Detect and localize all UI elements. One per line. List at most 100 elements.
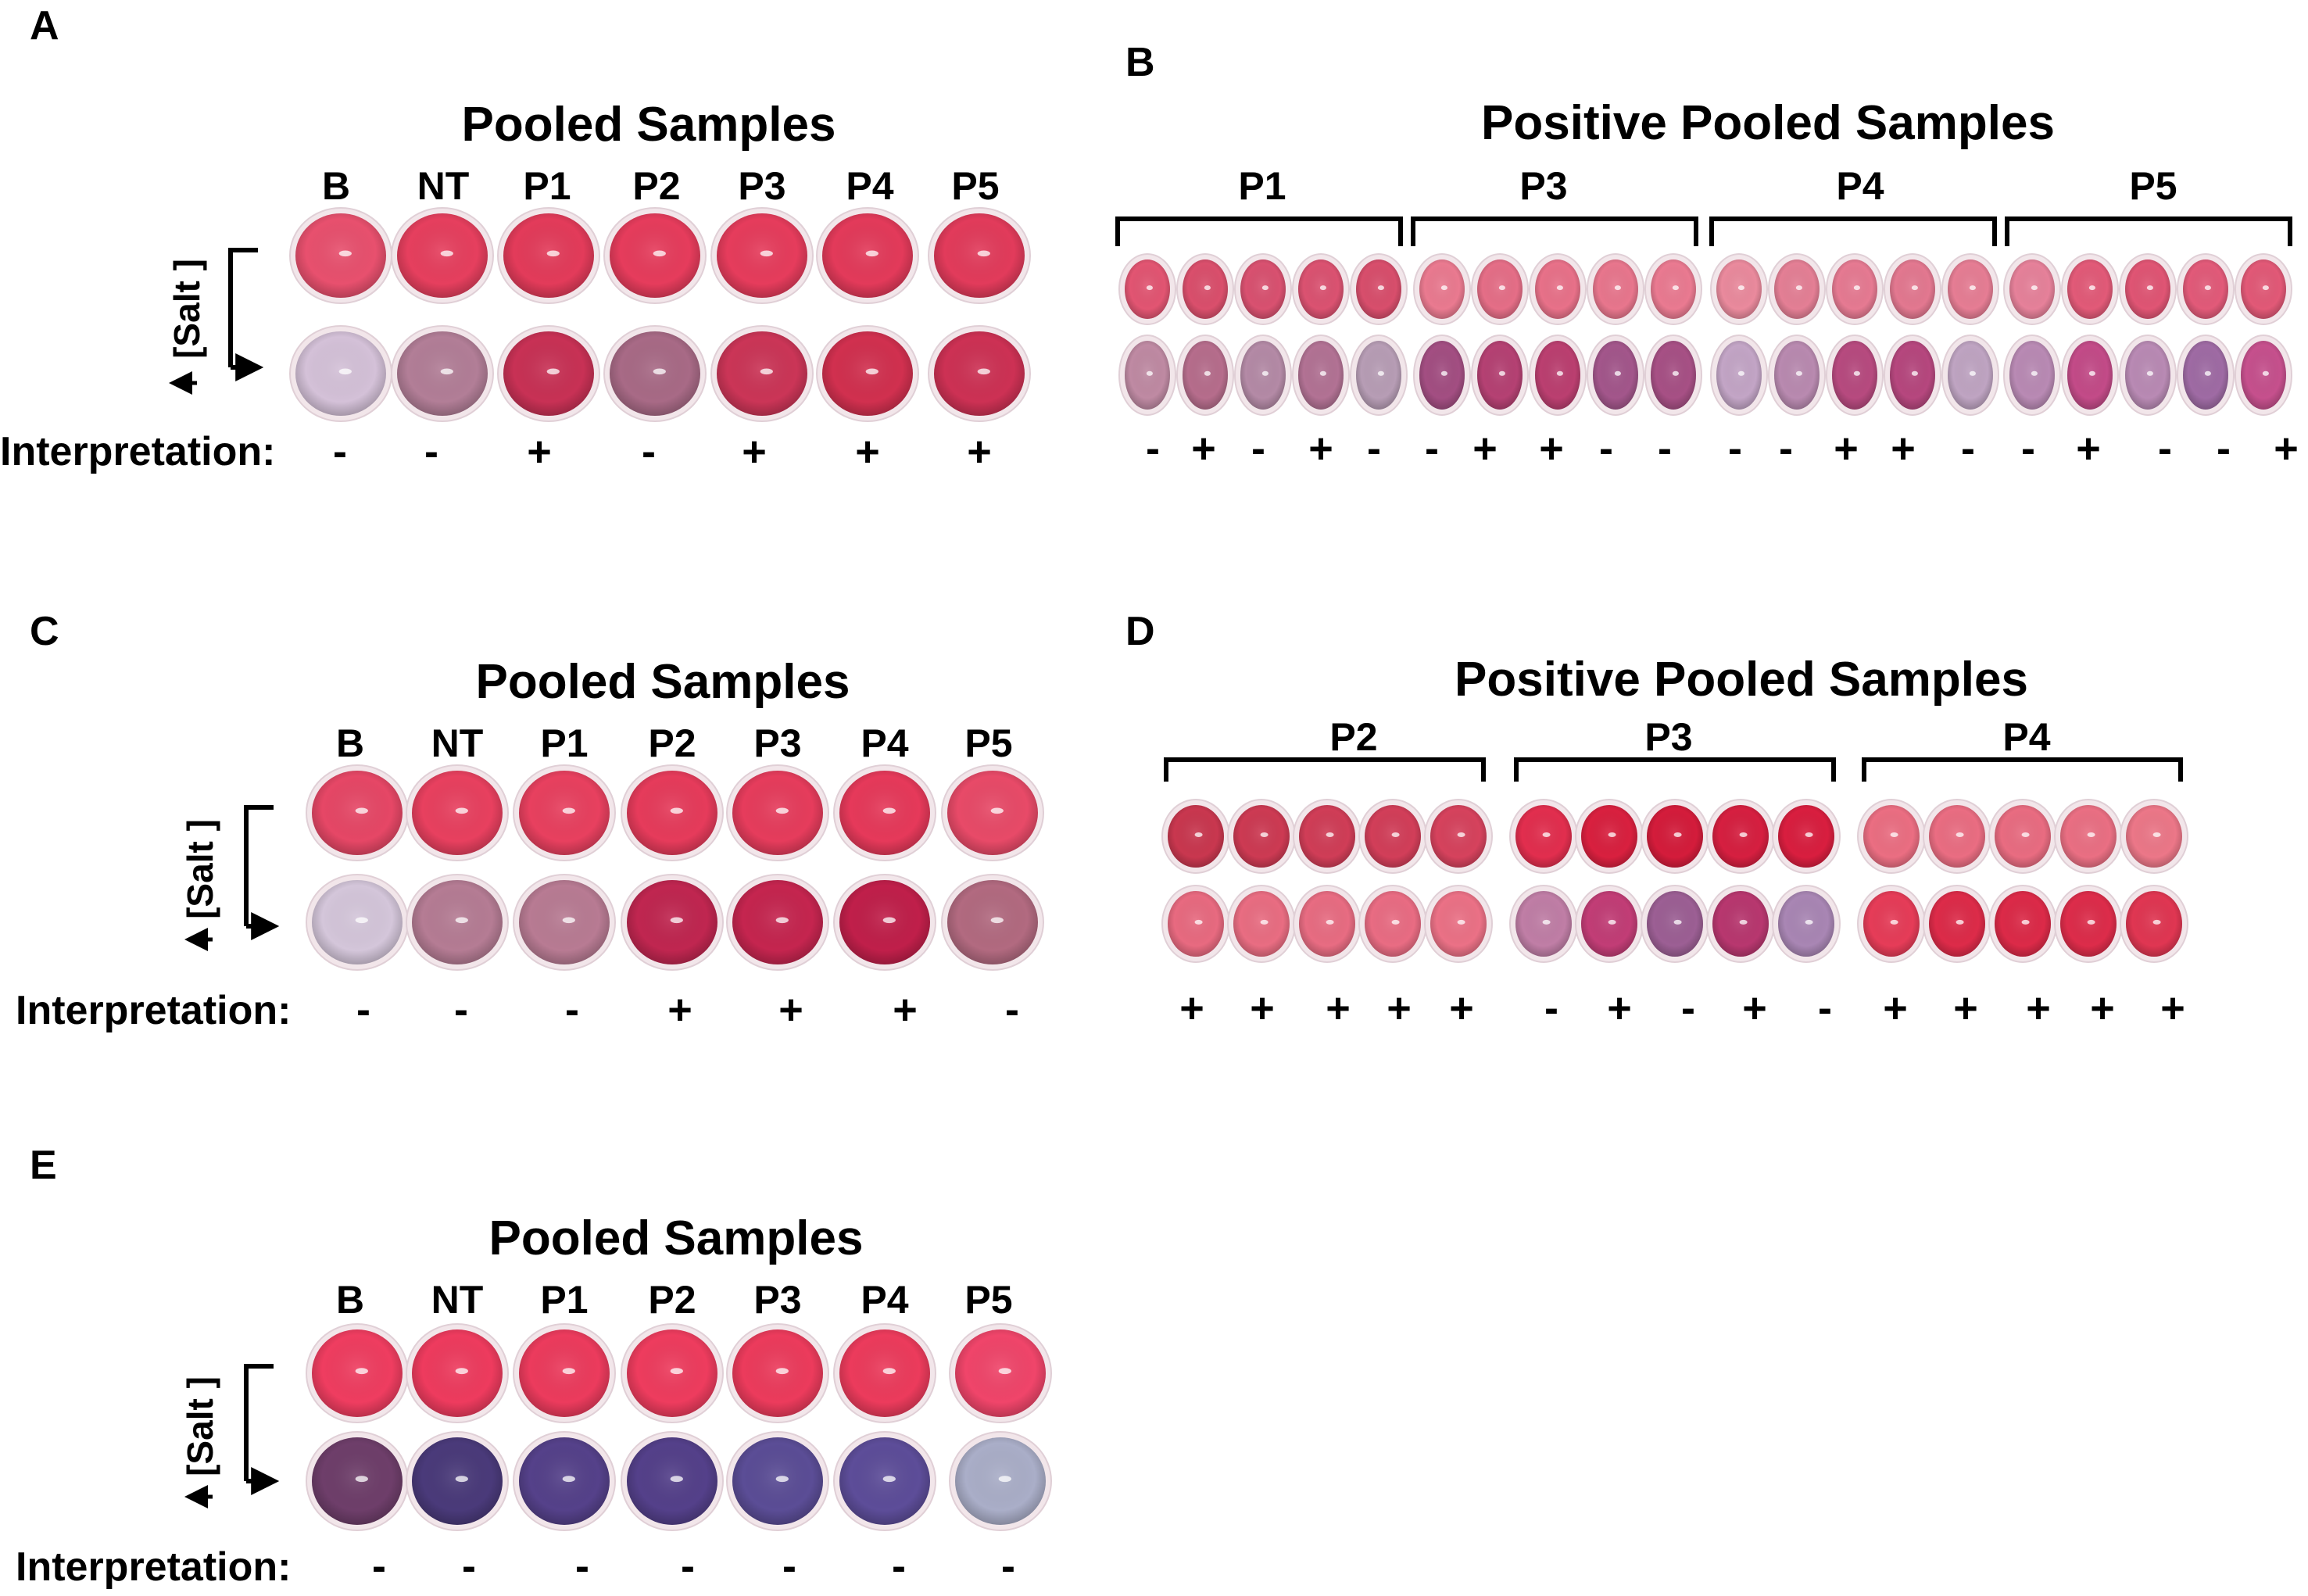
interpretation-sign: + <box>1449 985 1474 1032</box>
panel-b-group-labels: P1 P3 P4 P5 <box>1238 164 2177 208</box>
well-shading <box>295 331 386 416</box>
well-shading <box>610 331 700 416</box>
well-highlight <box>1391 919 1400 925</box>
well <box>949 1323 1052 1423</box>
well-shading <box>312 880 403 964</box>
well-highlight <box>1440 285 1447 291</box>
well-shading <box>1356 341 1401 410</box>
well <box>1772 799 1841 874</box>
well <box>1118 253 1176 325</box>
well-shading <box>955 1329 1046 1417</box>
well-shading <box>312 1329 403 1417</box>
interpretation-sign: + <box>1607 985 1632 1032</box>
well <box>2061 253 2119 325</box>
well-highlight <box>2031 370 2038 376</box>
well-highlight <box>1805 832 1813 837</box>
well-shading <box>1515 891 1572 957</box>
group-bracket <box>1115 216 1403 246</box>
well-shading <box>519 1329 610 1417</box>
well <box>2177 335 2235 416</box>
interpretation-sign: + <box>667 986 692 1033</box>
interpretation-sign: - <box>1544 985 1558 1032</box>
well-shading <box>947 771 1038 855</box>
panel-e-col-label: P3 <box>753 1278 801 1322</box>
well <box>621 764 724 861</box>
group-bracket <box>1514 757 1836 782</box>
well <box>306 764 409 861</box>
well-highlight <box>775 1476 789 1483</box>
well <box>941 874 1044 971</box>
well-highlight <box>1890 919 1898 925</box>
panel-d-group-label: P3 <box>1644 715 1692 759</box>
well-highlight <box>1739 832 1748 837</box>
interpretation-sign: - <box>1681 985 1695 1032</box>
well-highlight <box>562 807 575 814</box>
panel-d-wells <box>1161 799 2188 963</box>
well-highlight <box>562 917 575 924</box>
interpretation-sign: - <box>1367 425 1381 472</box>
panel-c-col-label: P2 <box>648 721 696 765</box>
well-shading <box>839 1437 930 1525</box>
well <box>1641 799 1709 874</box>
well-highlight <box>2021 832 2030 837</box>
well-shading <box>839 771 930 855</box>
well-highlight <box>1969 285 1976 291</box>
well-highlight <box>355 1368 368 1375</box>
well <box>1292 335 1350 416</box>
well-highlight <box>455 1476 468 1483</box>
well <box>1471 335 1529 416</box>
well-highlight <box>1853 370 1860 376</box>
well <box>833 1431 936 1531</box>
well-shading <box>412 1437 503 1525</box>
well <box>1509 885 1578 963</box>
interpretation-label: Interpretation: <box>16 1544 291 1590</box>
panel-e-col-label: P2 <box>648 1278 696 1322</box>
well <box>1706 885 1775 963</box>
well-highlight <box>1614 285 1621 291</box>
well-highlight <box>1608 832 1616 837</box>
panel-b: B Positive Pooled Samples P1 P3 P4 P5 - … <box>1115 40 2299 472</box>
well-highlight <box>882 917 896 924</box>
panel-e-salt-axis: [Salt ] <box>180 1364 280 1508</box>
well-highlight <box>1672 285 1679 291</box>
interpretation-sign: - <box>2158 425 2172 472</box>
well <box>710 207 814 304</box>
well-highlight <box>1853 285 1860 291</box>
interpretation-sign: + <box>1742 985 1767 1032</box>
well <box>1768 253 1826 325</box>
well-shading <box>1995 891 2051 957</box>
group-bracket <box>1709 216 1997 246</box>
well-highlight <box>760 250 773 257</box>
panel-a-title: Pooled Samples <box>462 98 836 152</box>
well-highlight <box>1326 832 1334 837</box>
well-highlight <box>1614 370 1621 376</box>
well <box>1529 253 1587 325</box>
interpretation-sign: + <box>1326 985 1351 1032</box>
well <box>2120 885 2188 963</box>
well-shading <box>1774 341 1820 410</box>
panel-c-salt-axis: [Salt ] <box>180 805 280 951</box>
well-highlight <box>1261 370 1269 376</box>
panel-a-salt-axis: [Salt ] <box>166 248 264 395</box>
interpretation-sign: + <box>893 986 918 1033</box>
well-shading <box>717 331 807 416</box>
well-highlight <box>998 1368 1011 1375</box>
well <box>1529 335 1587 416</box>
panel-b-group-label: P3 <box>1519 164 1567 208</box>
interpretation-sign: - <box>681 1543 695 1590</box>
panel-d-title: Positive Pooled Samples <box>1455 653 2028 707</box>
well-shading <box>2125 341 2170 410</box>
well-shading <box>397 331 488 416</box>
well-highlight <box>2031 285 2038 291</box>
panel-b-interpretation: - + - + - - + + - - - - + + - - + - - + <box>1146 425 2299 472</box>
well <box>1176 335 1234 416</box>
well-highlight <box>2262 370 2269 376</box>
group-bracket <box>1862 757 2183 782</box>
well-shading <box>1240 341 1286 410</box>
interpretation-sign: + <box>1472 425 1498 472</box>
interpretation-sign: + <box>1539 425 1564 472</box>
well-highlight <box>1319 370 1326 376</box>
salt-bracket <box>228 248 258 367</box>
well-highlight <box>562 1368 575 1375</box>
well-highlight <box>1737 370 1744 376</box>
